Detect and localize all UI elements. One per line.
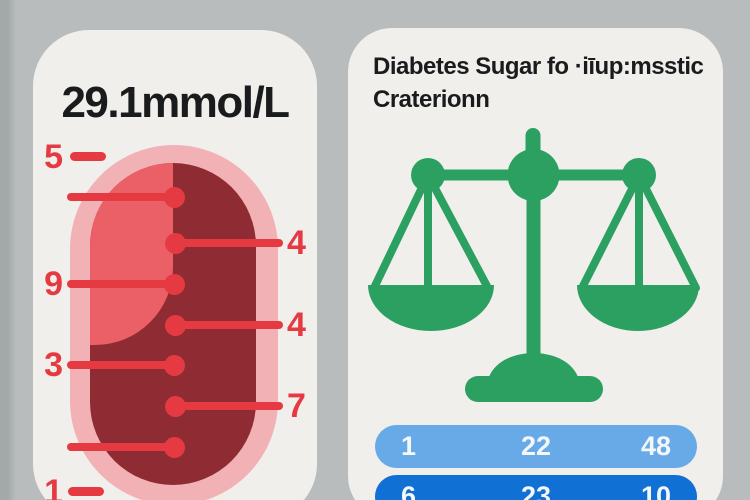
tick-pointer-icon xyxy=(165,232,283,254)
tick-pointer-icon xyxy=(67,273,185,295)
table-cell: 6 xyxy=(401,481,417,500)
table-cell: 22 xyxy=(520,431,552,461)
table-cell: 48 xyxy=(640,431,671,461)
tick-label: 3 xyxy=(44,346,63,384)
tick-dash-icon xyxy=(70,152,106,161)
tick-pointer-icon xyxy=(67,354,185,376)
panel-title-line1: Diabetes Sugar fo ·iīup:msstic xyxy=(373,53,704,80)
tick-pointer-icon xyxy=(67,186,185,208)
table-row: 1 22 48 xyxy=(375,425,697,468)
tick-pointer-icon xyxy=(165,395,283,417)
diagnostic-criteria-panel: Diabetes Sugar fo ·iīup:msstic Craterion… xyxy=(348,28,723,500)
blood-sugar-panel: 29.1mmol/L 5 4 9 4 3 xyxy=(33,30,317,500)
table-cell: 10 xyxy=(640,481,671,500)
tick-pointer-icon xyxy=(165,314,283,336)
panel-title-line2: Craterionn xyxy=(373,86,490,113)
table-cell: 1 xyxy=(401,431,417,461)
tick-label: 5 xyxy=(44,138,63,176)
tick-dash-icon xyxy=(68,487,104,496)
balance-scale-icon xyxy=(368,128,700,402)
tick-label: 4 xyxy=(287,224,306,262)
tick-label: 4 xyxy=(287,306,306,344)
tick-label: 1 xyxy=(44,473,63,500)
panel-title: Diabetes Sugar fo ·iīup:msstic Craterion… xyxy=(373,50,708,116)
blood-sugar-reading: 29.1mmol/L xyxy=(61,78,290,127)
tick-label: 7 xyxy=(287,387,306,425)
table-cell: 23 xyxy=(520,481,552,500)
tick-pointer-icon xyxy=(67,436,185,458)
table-row: 6 23 10 xyxy=(375,475,697,500)
tick-label: 9 xyxy=(44,265,63,303)
